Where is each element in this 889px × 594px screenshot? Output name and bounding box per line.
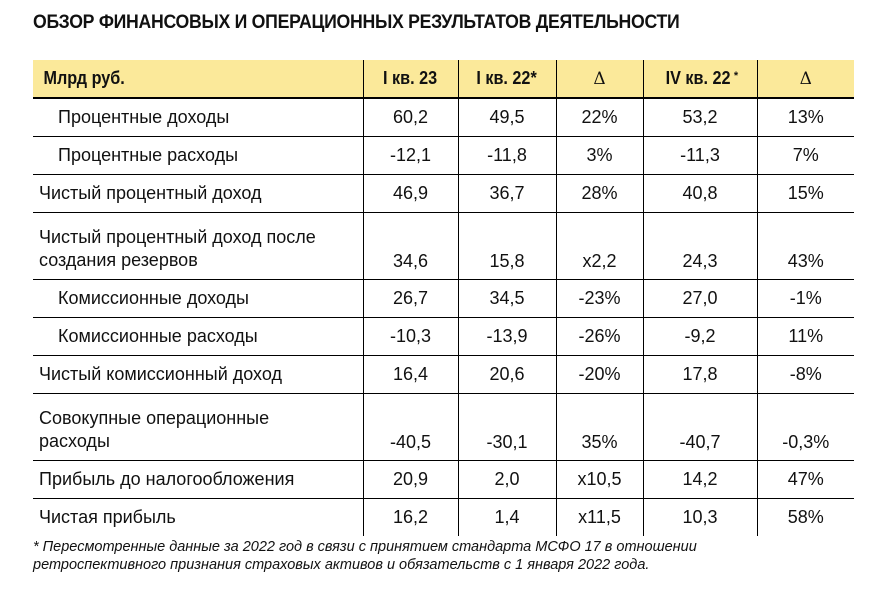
header-delta-qoq: Δ <box>756 60 854 99</box>
cell-q4-22: -11,3 <box>642 136 757 175</box>
cell-delta-yoy: x11,5 <box>555 498 643 536</box>
row-label: Процентные расходы <box>33 136 363 175</box>
cell-q1-22: 20,6 <box>457 355 556 394</box>
header-delta-yoy: Δ <box>555 60 643 99</box>
cell-q1-22: 49,5 <box>457 98 556 137</box>
footnote-line-2: ретроспективного признания страховых акт… <box>33 557 650 573</box>
cell-q1-22: -11,8 <box>457 136 556 175</box>
cell-q1-23: 20,9 <box>362 460 458 499</box>
cell-q1-23: -12,1 <box>362 136 458 175</box>
row-label: Чистый процентный доход <box>33 174 363 213</box>
cell-delta-yoy: 28% <box>555 174 643 213</box>
page-title: ОБЗОР ФИНАНСОВЫХ И ОПЕРАЦИОННЫХ РЕЗУЛЬТА… <box>33 12 680 33</box>
table-row: Прибыль до налогообложения 20,9 2,0 x10,… <box>33 460 854 499</box>
footnote: * Пересмотренные данные за 2022 год в св… <box>33 538 697 574</box>
row-label: Чистый комиссионный доход <box>33 355 363 394</box>
footnote-marker: * <box>733 70 739 82</box>
cell-q1-22: -13,9 <box>457 317 556 356</box>
cell-delta-yoy: -26% <box>555 317 643 356</box>
header-q4-22: IV кв. 22 * <box>642 60 757 99</box>
cell-q1-23: 60,2 <box>362 98 458 137</box>
cell-q4-22: 14,2 <box>642 460 757 499</box>
table-row: Процентные расходы -12,1 -11,8 3% -11,3 … <box>33 136 854 175</box>
row-label: Прибыль до налогообложения <box>33 460 363 499</box>
cell-delta-qoq: -1% <box>756 279 854 318</box>
footnote-line-1: * Пересмотренные данные за 2022 год в св… <box>33 539 697 555</box>
cell-q1-23: 16,4 <box>362 355 458 394</box>
cell-delta-yoy: x10,5 <box>555 460 643 499</box>
cell-q1-22: 1,4 <box>457 498 556 536</box>
cell-delta-qoq: 13% <box>756 98 854 137</box>
row-label: Чистая прибыль <box>39 507 176 527</box>
cell-q1-23: 34,6 <box>362 212 458 280</box>
cell-delta-yoy: -20% <box>555 355 643 394</box>
cell-q1-23: 26,7 <box>362 279 458 318</box>
cell-q1-22: 36,7 <box>457 174 556 213</box>
cell-delta-qoq: 15% <box>756 174 854 213</box>
table-row: Чистая прибыль 16,2 1,4 x11,5 10,3 58% <box>33 498 854 536</box>
cell-delta-qoq: -0,3% <box>756 393 854 461</box>
cell-q4-22: 10,3 <box>642 498 757 536</box>
table-header-row: Млрд руб. I кв. 23 I кв. 22* Δ IV кв. 22… <box>33 60 854 99</box>
cell-delta-yoy: 22% <box>555 98 643 137</box>
cell-q4-22: 27,0 <box>642 279 757 318</box>
cell-q1-23: 16,2 <box>362 498 458 536</box>
cell-delta-yoy: 35% <box>555 393 643 461</box>
header-q1-23: I кв. 23 <box>362 60 458 99</box>
cell-q1-22: 2,0 <box>457 460 556 499</box>
cell-q4-22: -40,7 <box>642 393 757 461</box>
row-label: Совокупные операционные расходы <box>33 393 363 461</box>
table-row: Процентные доходы 60,2 49,5 22% 53,2 13% <box>33 98 854 137</box>
cell-delta-qoq: -8% <box>756 355 854 394</box>
cell-q1-22: -30,1 <box>457 393 556 461</box>
cell-delta-qoq: 58% <box>756 498 854 536</box>
header-units: Млрд руб. <box>33 60 363 99</box>
row-label: Процентные доходы <box>33 98 363 137</box>
cell-delta-qoq: 7% <box>756 136 854 175</box>
cell-q1-22: 34,5 <box>457 279 556 318</box>
row-label: Чистый процентный доход после создания р… <box>33 212 363 280</box>
table-row: Совокупные операционные расходы -40,5 -3… <box>33 393 854 461</box>
cell-q4-22: 53,2 <box>642 98 757 137</box>
cell-delta-qoq: 43% <box>756 212 854 280</box>
cell-delta-yoy: x2,2 <box>555 212 643 280</box>
table-row: Чистый процентный доход 46,9 36,7 28% 40… <box>33 174 854 213</box>
cell-q4-22: 24,3 <box>642 212 757 280</box>
table-row: Комиссионные расходы -10,3 -13,9 -26% -9… <box>33 317 854 356</box>
table-row: Чистый процентный доход после создания р… <box>33 212 854 280</box>
financial-results-table: Млрд руб. I кв. 23 I кв. 22* Δ IV кв. 22… <box>33 60 854 536</box>
row-label: Комиссионные доходы <box>33 279 363 318</box>
cell-q1-23: -10,3 <box>362 317 458 356</box>
table-row: Комиссионные доходы 26,7 34,5 -23% 27,0 … <box>33 279 854 318</box>
cell-q1-22: 15,8 <box>457 212 556 280</box>
cell-q4-22: -9,2 <box>642 317 757 356</box>
row-label: Комиссионные расходы <box>33 317 363 356</box>
header-q1-22: I кв. 22* <box>457 60 556 99</box>
cell-q1-23: -40,5 <box>362 393 458 461</box>
cell-delta-qoq: 11% <box>756 317 854 356</box>
table-row: Чистый комиссионный доход 16,4 20,6 -20%… <box>33 355 854 394</box>
cell-delta-qoq: 47% <box>756 460 854 499</box>
cell-delta-yoy: 3% <box>555 136 643 175</box>
cell-delta-yoy: -23% <box>555 279 643 318</box>
cell-q4-22: 40,8 <box>642 174 757 213</box>
cell-q1-23: 46,9 <box>362 174 458 213</box>
cell-q4-22: 17,8 <box>642 355 757 394</box>
